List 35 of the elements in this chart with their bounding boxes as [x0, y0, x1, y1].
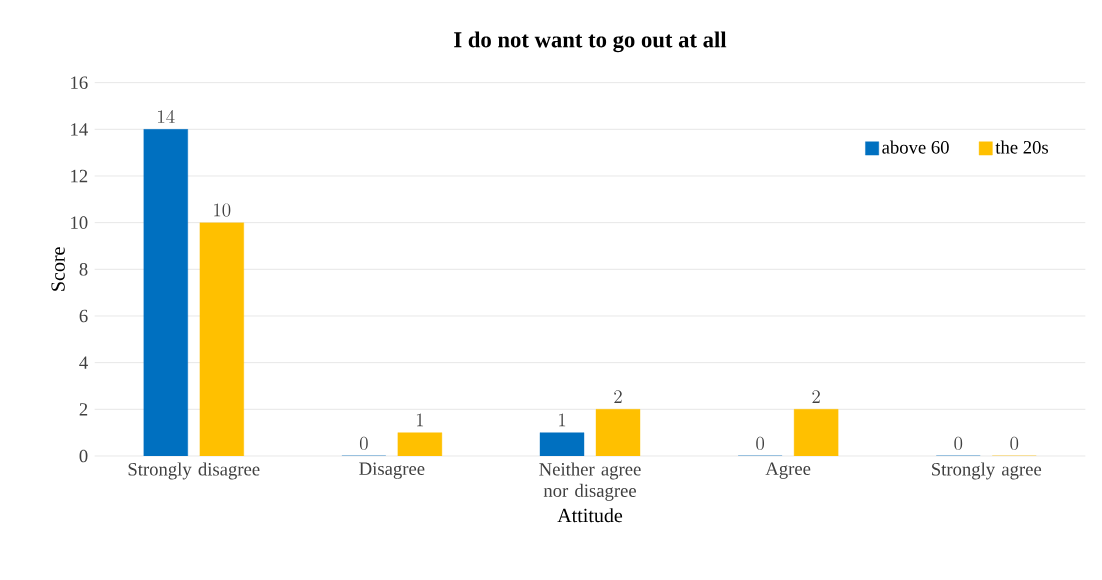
legend-label: above 60 [882, 140, 949, 154]
data-label: 14 [158, 109, 175, 123]
y-tick-label: 12 [71, 169, 88, 183]
y-tick-label: 2 [79, 403, 88, 416]
y-tick-label: 16 [71, 76, 88, 89]
data-label: 0 [756, 436, 765, 450]
data-label: 0 [1010, 436, 1019, 450]
bar [793, 409, 839, 456]
data-label: 0 [954, 436, 963, 450]
chart-title: I do not want to go out at all [454, 31, 727, 53]
data-label: 2 [614, 390, 622, 403]
data-label: 2 [812, 390, 820, 403]
bar [143, 129, 188, 456]
data-label: 1 [416, 413, 424, 427]
data-label: 10 [214, 203, 231, 217]
x-tick-label: Neither agree nor disagree [539, 462, 641, 501]
y-tick-label: 4 [79, 356, 88, 369]
bar [539, 432, 585, 456]
data-label: 0 [359, 436, 368, 450]
x-axis-title: Attitude [557, 508, 623, 523]
legend-label: the 20s [995, 140, 1049, 154]
bar [595, 409, 641, 456]
x-tick-label: Strongly agree [932, 462, 1042, 480]
y-tick-label: 6 [79, 309, 88, 323]
y-tick-label: 0 [79, 449, 88, 463]
x-tick-label: Agree [765, 462, 811, 479]
data-label: 1 [559, 413, 566, 427]
bar [199, 222, 244, 456]
bar [397, 432, 443, 456]
x-tick-label: Disagree [359, 462, 425, 479]
y-tick-label: 8 [79, 263, 88, 276]
x-tick-label: Strongly disagree [128, 462, 260, 480]
y-tick-label: 14 [71, 123, 88, 136]
y-axis-title: Score [51, 247, 65, 291]
y-tick-label: 10 [71, 216, 88, 229]
